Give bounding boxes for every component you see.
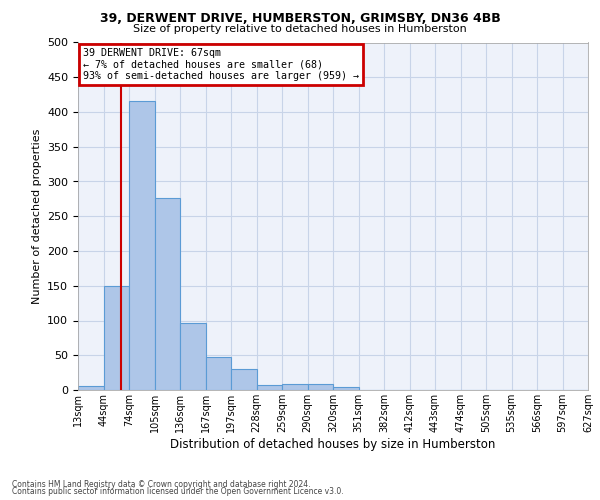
Bar: [78, 386, 104, 390]
Bar: [205, 356, 231, 390]
Bar: [257, 385, 282, 390]
Bar: [104, 286, 129, 390]
Text: 39 DERWENT DRIVE: 67sqm
← 7% of detached houses are smaller (68)
93% of semi-det: 39 DERWENT DRIVE: 67sqm ← 7% of detached…: [83, 48, 359, 81]
Bar: [282, 384, 308, 390]
Bar: [155, 198, 180, 390]
Bar: [308, 384, 333, 390]
Bar: [129, 101, 155, 390]
Text: Contains HM Land Registry data © Crown copyright and database right 2024.: Contains HM Land Registry data © Crown c…: [12, 480, 311, 489]
Y-axis label: Number of detached properties: Number of detached properties: [32, 128, 41, 304]
Bar: [180, 324, 205, 390]
Bar: [231, 369, 257, 390]
X-axis label: Distribution of detached houses by size in Humberston: Distribution of detached houses by size …: [170, 438, 496, 450]
Text: Size of property relative to detached houses in Humberston: Size of property relative to detached ho…: [133, 24, 467, 34]
Text: 39, DERWENT DRIVE, HUMBERSTON, GRIMSBY, DN36 4BB: 39, DERWENT DRIVE, HUMBERSTON, GRIMSBY, …: [100, 12, 500, 26]
Bar: [333, 386, 359, 390]
Text: Contains public sector information licensed under the Open Government Licence v3: Contains public sector information licen…: [12, 487, 344, 496]
